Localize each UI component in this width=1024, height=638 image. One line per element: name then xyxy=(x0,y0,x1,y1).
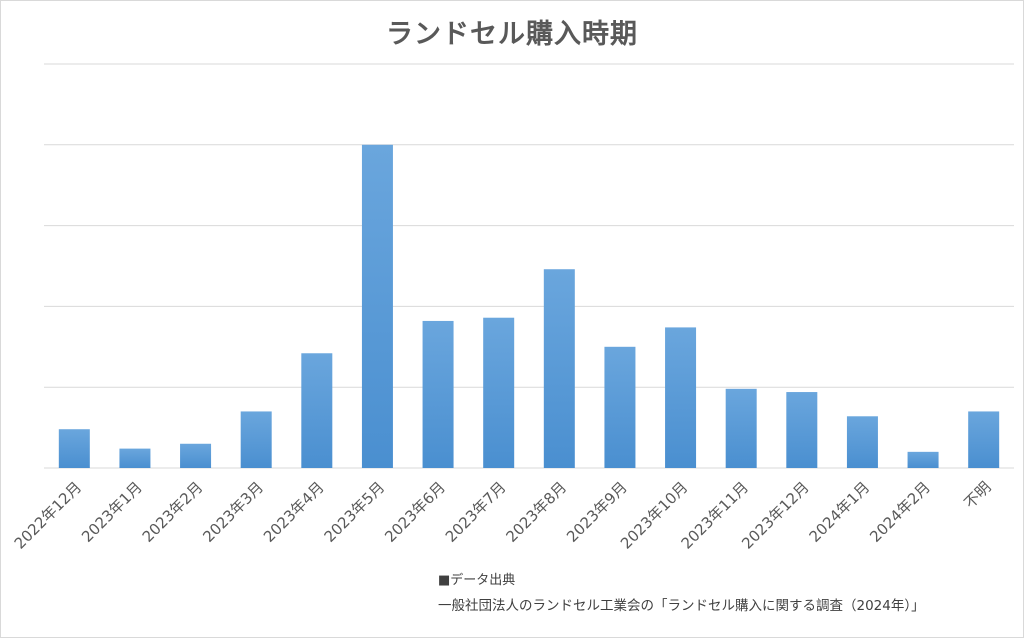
bar xyxy=(846,416,878,468)
x-tick-label: 2022年12月 xyxy=(11,478,85,552)
bar xyxy=(604,346,636,468)
bar xyxy=(968,411,1000,468)
source-text: 一般社団法人のランドセル工業会の「ランドセル購入に関する調査（2024年）」 xyxy=(438,598,925,614)
x-tick-label: 2023年6月 xyxy=(381,478,449,546)
x-tick-label: 2024年1月 xyxy=(806,478,874,546)
x-tick-label: 2023年4月 xyxy=(260,478,328,546)
x-tick-label: 2023年1月 xyxy=(78,478,146,546)
bar xyxy=(240,411,272,468)
bar xyxy=(180,443,212,468)
bar xyxy=(483,317,515,468)
x-tick-label: 不明 xyxy=(961,478,995,512)
bar xyxy=(301,353,333,468)
x-tick-label: 2023年8月 xyxy=(502,478,570,546)
x-tick-label: 2023年5月 xyxy=(321,478,389,546)
bar xyxy=(907,451,939,468)
x-tick-label: 2023年3月 xyxy=(199,478,267,546)
bar xyxy=(725,388,757,468)
bar xyxy=(58,429,90,468)
bar xyxy=(361,144,393,469)
x-tick-label: 2024年2月 xyxy=(866,478,934,546)
bar xyxy=(119,448,151,468)
x-tick-label: 2023年2月 xyxy=(139,478,207,546)
x-tick-label: 2023年7月 xyxy=(442,478,510,546)
bar xyxy=(665,327,697,468)
source-heading: ■データ出典 xyxy=(438,573,516,588)
chart-title: ランドセル購入時期 xyxy=(386,19,638,50)
bar xyxy=(543,269,575,468)
bar xyxy=(422,320,454,468)
bar xyxy=(786,392,818,468)
